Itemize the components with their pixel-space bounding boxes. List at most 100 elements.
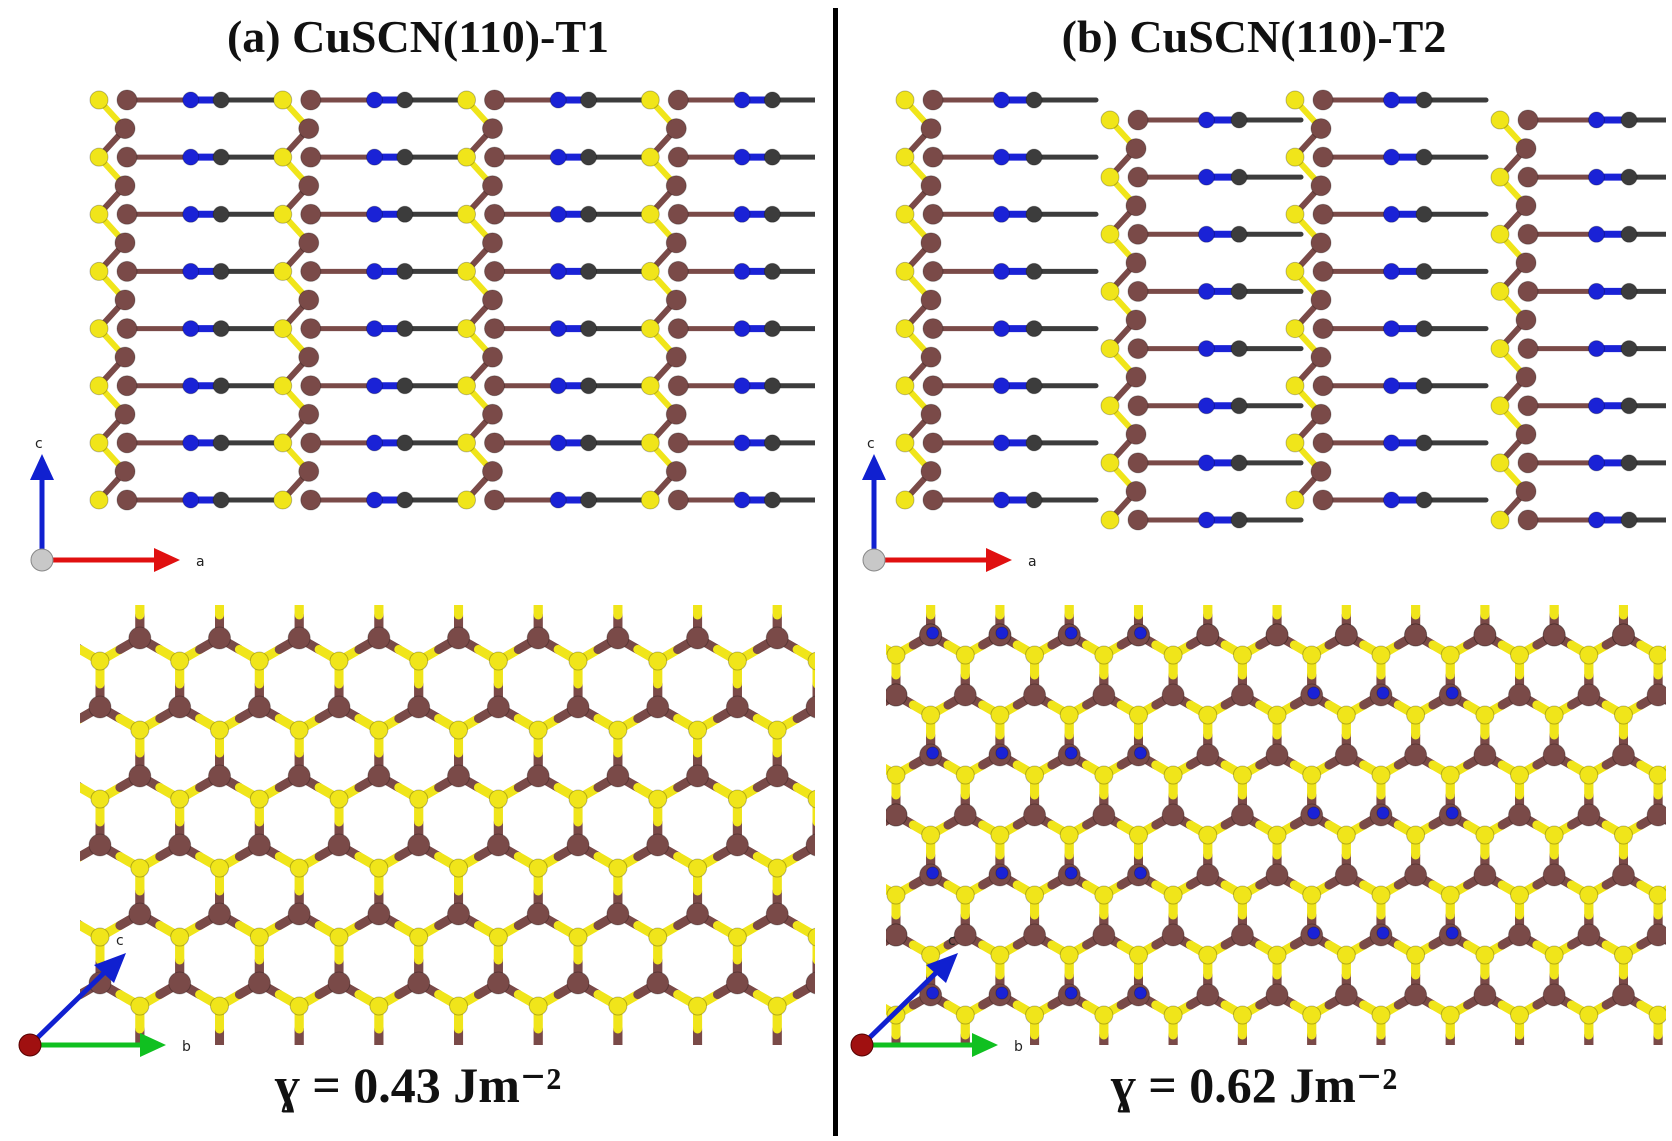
cu-atom [298, 175, 320, 197]
s-atom [1475, 825, 1495, 845]
cu-atom [482, 118, 503, 140]
cu-atom [805, 971, 815, 995]
c-atom [212, 262, 230, 280]
s-atom [1285, 261, 1305, 281]
n-atom [926, 626, 940, 640]
cu-atom [686, 902, 710, 926]
cu-atom [1517, 166, 1539, 188]
cu-atom [1127, 452, 1149, 474]
cu-atom [298, 118, 320, 140]
c-atom [763, 491, 781, 509]
axis-label-a: a [1028, 554, 1037, 570]
cu-atom [1577, 923, 1601, 947]
s-atom [273, 433, 293, 453]
n-atom [549, 148, 567, 166]
s-atom [895, 376, 915, 396]
cu-atom [482, 460, 503, 482]
c-atom [212, 320, 230, 338]
cu-atom [298, 460, 320, 482]
cu-atom [1127, 509, 1149, 531]
cu-atom [922, 146, 944, 168]
cu-atom [1127, 338, 1149, 360]
s-atom [640, 261, 660, 281]
c-atom [1620, 111, 1638, 129]
s-atom [727, 651, 747, 671]
s-atom [273, 90, 293, 110]
s-atom [895, 261, 915, 281]
s-atom [1579, 645, 1599, 665]
cu-atom [725, 695, 749, 719]
s-atom [170, 651, 190, 671]
cu-atom [300, 146, 322, 168]
cu-atom [1161, 803, 1185, 827]
n-atom [992, 91, 1010, 109]
s-atom [1025, 1005, 1045, 1025]
s-atom [289, 996, 309, 1016]
cu-atom [486, 833, 510, 857]
cu-atom [606, 626, 630, 650]
s-atom [409, 789, 429, 809]
cu-atom [447, 626, 471, 650]
n-atom [1376, 686, 1390, 700]
cu-atom [1127, 223, 1149, 245]
cu-atom [482, 232, 503, 254]
cu-atom [686, 764, 710, 788]
n-atom [1587, 340, 1605, 358]
cu-atom [298, 346, 320, 368]
cu-atom [116, 318, 138, 340]
s-atom [369, 858, 389, 878]
s-atom [289, 858, 309, 878]
cu-atom [1310, 403, 1332, 425]
cu-atom [667, 318, 689, 340]
cu-atom [1312, 203, 1334, 225]
cu-atom [805, 833, 815, 857]
s-atom [1579, 885, 1599, 905]
n-atom [182, 148, 200, 166]
s-atom [955, 645, 975, 665]
cu-atom [1312, 318, 1334, 340]
cu-atom [116, 432, 138, 454]
s-atom [1490, 110, 1510, 130]
cu-atom [526, 764, 550, 788]
c-atom [580, 205, 598, 223]
cu-atom [920, 175, 942, 197]
cu-atom [1611, 743, 1635, 767]
s-atom [249, 927, 269, 947]
cu-atom [1265, 623, 1289, 647]
n-atom [1133, 626, 1147, 640]
n-atom [1064, 866, 1078, 880]
s-atom [1648, 1005, 1666, 1025]
cu-atom [168, 971, 192, 995]
cu-atom [920, 232, 942, 254]
cu-atom [287, 764, 311, 788]
c-atom [396, 148, 414, 166]
s-atom [369, 720, 389, 740]
cu-atom [367, 626, 391, 650]
n-atom [182, 434, 200, 452]
cu-atom [484, 146, 505, 168]
n-atom [1197, 397, 1215, 415]
s-atom [1613, 705, 1633, 725]
s-atom [369, 996, 389, 1016]
cu-atom [1230, 683, 1254, 707]
cu-atom [1334, 983, 1358, 1007]
c-atom [1415, 205, 1433, 223]
cu-atom [367, 902, 391, 926]
n-atom [1445, 806, 1459, 820]
n-atom [1307, 926, 1321, 940]
c-atom [396, 434, 414, 452]
cu-atom [765, 626, 789, 650]
s-atom [1285, 204, 1305, 224]
cu-atom [1473, 743, 1497, 767]
n-atom [365, 148, 383, 166]
cu-atom [1473, 623, 1497, 647]
n-atom [549, 377, 567, 395]
s-atom [886, 645, 906, 665]
n-atom [365, 491, 383, 509]
s-atom [1285, 433, 1305, 453]
s-atom [1613, 945, 1633, 965]
cu-atom [1611, 983, 1635, 1007]
cu-atom [1161, 923, 1185, 947]
cu-atom [667, 375, 689, 397]
cu-atom [922, 432, 944, 454]
